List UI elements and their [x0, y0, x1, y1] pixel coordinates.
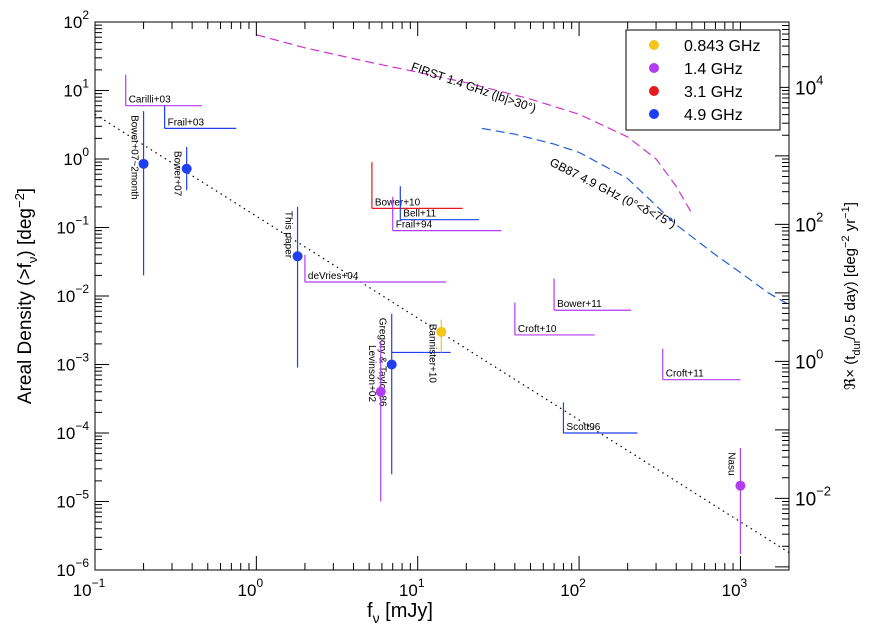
y-tick-label: 10−5 [56, 488, 89, 512]
data-point [138, 158, 149, 169]
legend-label: 1.4 GHz [684, 61, 743, 78]
y2-tick-label: 104 [795, 72, 823, 99]
data-point [181, 163, 192, 174]
y2-tick-label: 102 [795, 209, 823, 236]
point-label: This paper [283, 211, 294, 259]
y-tick-label: 10−2 [56, 282, 89, 306]
point-label: Nasu [725, 452, 736, 475]
point-label: Levinson+02 [366, 345, 377, 402]
y-tick-label: 10−1 [56, 214, 89, 238]
point-label: Bower+07~2month [129, 115, 140, 200]
x-tick-label: 101 [399, 576, 425, 600]
limit-label: Bower+10 [375, 197, 421, 208]
y2-axis-label: ℜ× (tdur/0.5 day) [deg−2 yr−1] [840, 202, 863, 390]
x-tick-label: 103 [722, 576, 748, 600]
limit-label: Frail+03 [168, 117, 205, 128]
point-label: Bannister+10 [426, 324, 437, 384]
y-tick-label: 10−3 [56, 351, 89, 375]
upper-limit-markers: Carilli+03 Frail+03 Bower+10Bell+11Frail+9… [125, 74, 741, 434]
legend: 0.843 GHz 1.4 GHz 3.1 GHz 4.9 GHz [625, 29, 781, 131]
model-curve [481, 127, 790, 306]
x-tick-label: 102 [560, 576, 586, 600]
limit-label: deVries+04 [308, 271, 359, 282]
y-tick-label: 10−6 [56, 556, 89, 580]
legend-marker [649, 63, 659, 73]
data-point [735, 480, 746, 491]
limit-label: Carilli+03 [129, 95, 171, 106]
legend-label: 3.1 GHz [684, 84, 743, 101]
y-axis-label: Areal Density (>fν) [deg−2] [12, 188, 40, 404]
y-tick-label: 10−4 [56, 419, 89, 443]
y2-tick-label: 100 [795, 346, 823, 373]
y2-tick-label: 10−2 [795, 483, 831, 510]
y-tick-label: 101 [63, 77, 89, 101]
x-tick-label: 10−1 [73, 576, 106, 600]
data-point [375, 386, 386, 397]
x-tick-label: 100 [238, 576, 264, 600]
data-point [436, 326, 447, 337]
point-label: Gregory & Taylor 86 [377, 318, 388, 407]
limit-label: Frail+94 [396, 220, 433, 231]
legend-marker [649, 40, 659, 50]
point-label: Bower+07 [172, 151, 183, 197]
limit-label: Bell+11 [403, 209, 436, 220]
legend-label: 4.9 GHz [684, 107, 743, 124]
legend-label: 0.843 GHz [684, 38, 760, 55]
data-points: Bower+07~2month Bower+07 This paper Gregory… [129, 111, 746, 555]
limit-label: Bower+11 [557, 299, 602, 310]
limit-label: Croft+11 [666, 369, 704, 380]
data-point [292, 251, 303, 262]
x-axis-label: fν [mJy] [367, 600, 433, 626]
model-curve [256, 34, 693, 214]
y-tick-label: 100 [63, 145, 89, 169]
data-point [386, 359, 397, 370]
limit-label: Scott96 [566, 422, 600, 433]
model-curves [94, 34, 790, 554]
limit-label: Croft+10 [518, 324, 557, 335]
y-tick-label: 102 [63, 8, 89, 32]
legend-marker [649, 109, 659, 119]
axes: 10−1 100 101 102 103 10−6 10−5 10−4 10−3 10−2 10−1… [56, 8, 831, 600]
legend-marker [649, 86, 659, 96]
